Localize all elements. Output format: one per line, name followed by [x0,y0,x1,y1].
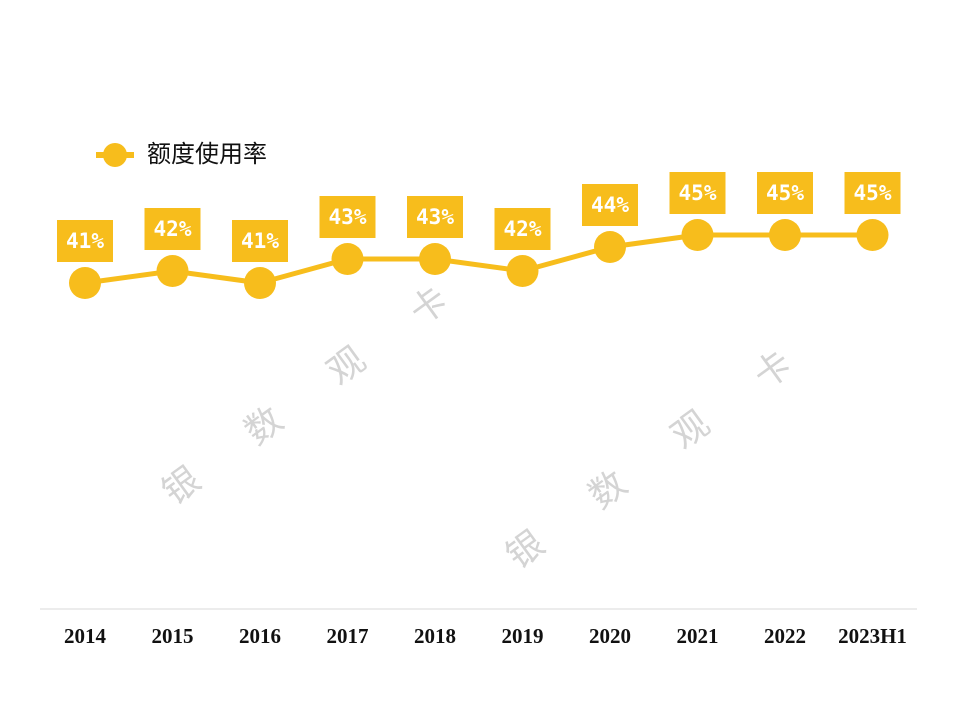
x-tick-label: 2015 [152,624,194,648]
data-label: 44% [591,193,629,217]
label-box [669,172,726,214]
data-label: 42% [504,217,542,241]
x-tick-label: 2019 [502,624,544,648]
label-box [407,196,463,238]
point [681,219,714,251]
point [769,219,801,251]
x-tick-label: 2017 [327,624,369,648]
label-box [582,184,638,226]
data-label: 45% [854,181,892,205]
watermark: 银数观卡 [499,304,853,577]
point [506,255,539,287]
point [419,243,451,275]
data-label: 41% [241,229,279,253]
label-box [232,220,288,262]
legend-label: 额度使用率 [147,140,267,168]
label-box [494,208,551,250]
x-tick-label: 2014 [64,624,107,648]
x-tick-label: 2020 [589,624,631,648]
point [331,243,364,275]
point [244,267,276,299]
x-tick-label: 2022 [764,624,806,648]
point [156,255,189,287]
data-label: 43% [416,205,454,229]
x-tick-label: 2021 [677,624,719,648]
x-tick-label: 2023H1 [838,624,907,648]
label-box [57,220,113,262]
label-box [844,172,901,214]
data-label: 45% [679,181,717,205]
legend-marker [103,143,127,167]
data-label: 43% [329,205,367,229]
label-box [144,208,201,250]
data-label: 45% [766,181,804,205]
point [856,219,889,251]
watermark: 银数观卡 [155,240,509,513]
point [594,231,626,263]
data-label: 41% [66,229,104,253]
label-box [319,196,376,238]
x-tick-label: 2016 [239,624,281,648]
point [69,267,101,299]
label-box [757,172,813,214]
series-line [84,232,873,286]
x-tick-label: 2018 [414,624,456,648]
data-label: 42% [154,217,192,241]
